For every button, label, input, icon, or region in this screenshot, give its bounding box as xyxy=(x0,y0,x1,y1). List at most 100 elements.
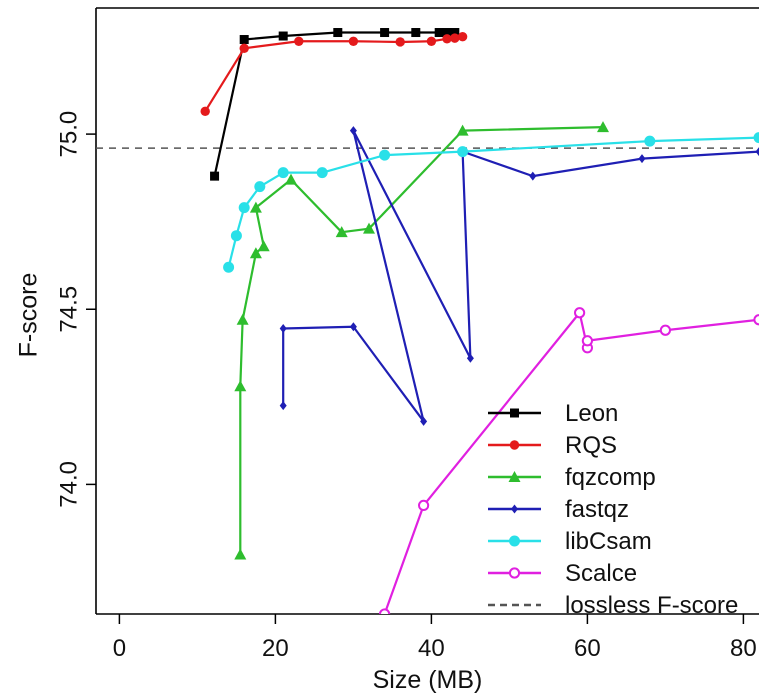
legend-fqzcomp-marker xyxy=(508,471,521,482)
legend-label: Leon xyxy=(565,400,618,427)
series-scalce-point-1-7-marker xyxy=(753,314,759,326)
legend-entry-fqzcomp: fqzcomp xyxy=(488,464,656,491)
series-leon-point-1-3-marker xyxy=(278,31,288,41)
legend-entry-fastqz: fastqz xyxy=(488,496,629,523)
y-tick-label: 75.0 xyxy=(55,111,82,158)
series-fastqz-point-1-5-marker xyxy=(349,126,357,136)
series-fastqz-point-1-10-marker xyxy=(755,147,759,157)
series-fqzcomp-point-1-2-marker xyxy=(234,380,247,392)
legend-libcsam-marker xyxy=(509,535,520,547)
legend-label: lossless F-score xyxy=(565,592,738,619)
legend-entry-scalce: Scalce xyxy=(488,560,637,587)
series-rqs-point-1-8-marker xyxy=(450,33,460,43)
series-fqzcomp-point-1-1-marker xyxy=(234,548,247,560)
series-scalce-point-1-3-marker xyxy=(574,307,586,319)
legend-entry-rqs: RQS xyxy=(488,432,617,459)
series-leon-point-1-2-marker xyxy=(239,35,249,45)
series-fastqz-line-1 xyxy=(282,129,759,423)
series-leon-point-1-6-marker xyxy=(411,28,421,38)
series-fqzcomp-point-1-6-marker xyxy=(249,201,262,213)
series-scalce-point-1-1-marker xyxy=(379,608,391,614)
series-rqs-point-1-4-marker xyxy=(348,36,359,46)
x-tick-label: 0 xyxy=(113,635,126,662)
x-axis-title: Size (MB) xyxy=(373,666,483,694)
series-libcsam-point-1-9-marker xyxy=(644,135,656,147)
series-fqzcomp-point-1-10-marker xyxy=(456,124,469,136)
series-leon-point-1-7-marker xyxy=(434,28,444,38)
series-fastqz-point-1-4-marker xyxy=(420,416,428,426)
series-fqzcomp-point-1-7-marker xyxy=(285,173,297,185)
series-fastqz-point-1-8-marker xyxy=(529,171,537,181)
series-leon-point-1-1-marker xyxy=(210,171,220,181)
series-libcsam-point-1-5-marker xyxy=(277,167,289,179)
series-fqzcomp-point-1-8-marker xyxy=(335,226,348,238)
series-rqs-point-1-5-marker xyxy=(395,37,405,47)
axes-layer xyxy=(86,7,759,624)
series-rqs-point-1-7-marker xyxy=(442,34,452,44)
series-fqzcomp-line-1 xyxy=(239,125,605,556)
legend-fastqz-marker xyxy=(511,504,518,514)
legend-label: Scalce xyxy=(565,560,637,587)
y-tick-label: 74.5 xyxy=(55,286,82,333)
series-rqs-point-1-3-marker xyxy=(294,36,304,46)
series-leon-point-1-8-marker xyxy=(442,28,452,38)
series-fqzcomp-point-1-3-marker xyxy=(236,313,249,325)
series-fqzcomp xyxy=(234,121,609,560)
x-tick-label: 80 xyxy=(730,635,757,662)
legend-entry-libcsam: libCsam xyxy=(488,528,652,555)
series-fastqz-point-1-6-marker xyxy=(466,353,474,363)
series-libcsam-point-1-10-marker xyxy=(753,132,759,144)
plot-area xyxy=(96,28,759,614)
y-tick-label: 74.0 xyxy=(55,461,82,508)
series-fastqz-point-1-9-marker xyxy=(638,154,646,164)
series-leon-point-1-5-marker xyxy=(380,28,390,38)
series-libcsam-point-1-8-marker xyxy=(457,146,469,158)
legend-rqs-marker xyxy=(509,440,520,450)
legend-scalce-marker xyxy=(508,567,521,579)
legend-label: libCsam xyxy=(565,528,652,555)
legend-entry-leon: Leon xyxy=(488,400,618,427)
series-rqs-point-1-6-marker xyxy=(426,36,437,46)
legend-leon-marker xyxy=(510,408,519,418)
series-libcsam-point-1-4-marker xyxy=(254,181,266,193)
series-rqs-point-1-9-marker xyxy=(457,32,468,42)
series-fqzcomp-point-1-11-marker xyxy=(597,121,609,133)
series-leon-point-1-9-marker xyxy=(450,28,460,38)
series-libcsam-point-1-1-marker xyxy=(223,261,235,273)
series-scalce xyxy=(379,307,759,614)
series-libcsam-point-1-7-marker xyxy=(379,149,391,161)
series-fqzcomp-point-1-9-marker xyxy=(363,222,375,234)
labels-layer: 0 20 40 60 80 74.0 74.5 75.0 Size (MB) F-score xyxy=(15,111,757,694)
series-libcsam-point-1-6-marker xyxy=(316,167,328,179)
x-tick-label: 20 xyxy=(262,635,289,662)
legend-label: fqzcomp xyxy=(565,464,656,491)
series-leon-point-1-4-marker xyxy=(333,28,343,38)
legend-entry-lossless-f-score: lossless F-score xyxy=(488,592,738,619)
series-fastqz-point-1-1-marker xyxy=(279,401,287,411)
legend-label: RQS xyxy=(565,432,617,459)
series-fqzcomp-point-1-4-marker xyxy=(249,247,262,259)
y-axis-title: F-score xyxy=(15,273,43,358)
x-tick-label: 40 xyxy=(418,635,445,662)
series-scalce-point-1-5-marker xyxy=(581,335,594,347)
legend-layer: Leon RQS fqzcomp fastqz libCsam Scalce lossles… xyxy=(488,400,738,619)
data-layer xyxy=(96,28,759,614)
series-fastqz xyxy=(279,126,759,426)
series-rqs-point-1-1-marker xyxy=(200,106,210,117)
series-fastqz-point-1-3-marker xyxy=(349,322,357,332)
x-tick-label: 60 xyxy=(574,635,601,662)
legend-label: fastqz xyxy=(565,496,629,523)
series-libcsam-point-1-3-marker xyxy=(238,202,250,214)
series-leon xyxy=(210,28,460,181)
series-libcsam-line-1 xyxy=(227,136,759,269)
series-rqs-point-1-2-marker xyxy=(239,43,249,53)
series-scalce-point-1-6-marker xyxy=(659,324,672,336)
series-fastqz-point-1-2-marker xyxy=(279,324,287,334)
series-fqzcomp-point-1-5-marker xyxy=(257,240,270,252)
series-libcsam xyxy=(223,132,759,273)
series-rqs xyxy=(200,32,468,117)
series-scalce-point-1-2-marker xyxy=(418,499,430,512)
series-libcsam-point-1-2-marker xyxy=(230,230,242,242)
